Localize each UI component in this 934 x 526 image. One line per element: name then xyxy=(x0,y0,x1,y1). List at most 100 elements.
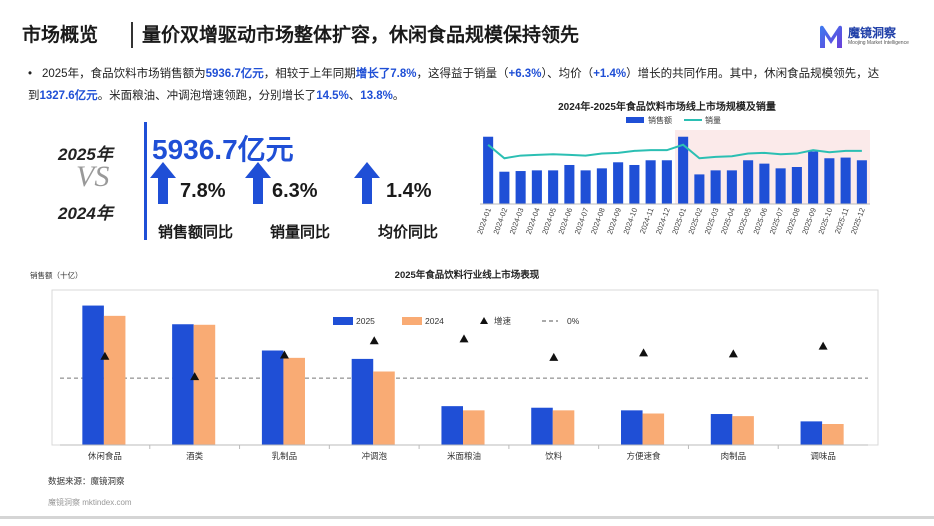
sales-bar xyxy=(661,160,672,204)
page-subtitle: 量价双增驱动市场整体扩容，休闲食品规模保持领先 xyxy=(142,25,580,46)
sales-bar xyxy=(645,160,656,204)
chart1-x-tick: 2025-08 xyxy=(784,207,802,236)
sales-bar xyxy=(531,170,542,204)
chart1-x-tick: 2025-09 xyxy=(800,207,818,236)
bar-2024 xyxy=(552,410,575,445)
footer-watermark: 魔镜洞察 mktindex.com xyxy=(48,498,132,507)
growth-marker xyxy=(190,372,200,381)
chart1-title: 2024年-2025年食品饮料市场线上市场规模及销量 xyxy=(558,100,776,113)
sales-bar xyxy=(840,157,851,204)
chart1-x-tick: 2025-02 xyxy=(686,207,704,236)
chart1-x-tick: 2024-06 xyxy=(556,207,574,236)
summary-highlight: +1.4% xyxy=(593,68,627,80)
kpi-price-label: 均价同比 xyxy=(378,224,439,241)
chart1-x-tick: 2024-07 xyxy=(573,207,591,236)
kpi-sales-label: 销售额同比 xyxy=(158,224,234,241)
up-arrow-icon xyxy=(354,162,380,204)
title-divider xyxy=(131,22,133,48)
chart2-x-tick: 休闲食品 xyxy=(88,451,122,461)
growth-marker xyxy=(100,351,110,360)
bar-2024 xyxy=(103,315,126,445)
sales-bar xyxy=(548,170,559,204)
summary-paragraph: • 2025年，食品饮料市场销售额为5936.7亿元，相较于上年同期增长了7.8%… xyxy=(28,63,888,107)
bar-2025 xyxy=(800,421,823,445)
chart1-x-tick: 2024-09 xyxy=(605,207,623,236)
summary-segment: ，相较于上年同期 xyxy=(263,68,356,80)
bar-2024 xyxy=(732,416,754,445)
kpi-accent-bar xyxy=(144,122,147,240)
kpi-sales-growth: 7.8% xyxy=(180,180,226,202)
chart1-x-tick: 2024-05 xyxy=(540,207,558,236)
bar-2025 xyxy=(710,414,733,445)
compare-year-current: 2025年 xyxy=(58,145,113,164)
growth-marker xyxy=(639,348,649,357)
summary-highlight: 5936.7亿元 xyxy=(205,68,264,80)
sales-bar xyxy=(824,158,835,204)
sales-bar xyxy=(515,171,526,204)
chart1-x-tick: 2025-10 xyxy=(816,207,834,236)
bar-2024 xyxy=(373,371,395,445)
summary-highlight: +6.3% xyxy=(508,68,542,80)
legend-sales-swatch xyxy=(626,117,644,123)
summary-segment: ，这得益于销量（ xyxy=(416,68,509,80)
chart2-x-tick: 乳制品 xyxy=(272,451,298,461)
bar-2025 xyxy=(441,406,463,445)
sales-bar xyxy=(808,151,819,204)
kpi-total-value: 5936.7亿元 xyxy=(152,134,294,165)
sales-bar xyxy=(678,136,689,204)
sales-bar xyxy=(596,168,607,204)
up-arrow-icon xyxy=(245,162,271,204)
bar-2025 xyxy=(621,410,643,445)
chart2-x-tick: 饮料 xyxy=(545,451,563,461)
bar-2025 xyxy=(172,324,194,445)
chart2-y-label: 销售额（十亿） xyxy=(30,270,83,280)
chart1-x-tick: 2024-10 xyxy=(621,207,639,236)
bullet-icon: • xyxy=(28,68,33,80)
legend-volume-label: 销量 xyxy=(705,115,721,125)
sales-bar xyxy=(564,164,575,204)
chart1-x-tick: 2025-01 xyxy=(670,207,688,236)
bar-2024 xyxy=(822,424,844,445)
chart1-x-tick: 2025-11 xyxy=(833,207,851,235)
sales-bar xyxy=(629,164,640,204)
summary-segment: 。 xyxy=(392,90,405,102)
chart2-x-tick: 米面粮油 xyxy=(447,451,481,461)
legend-growth-label: 增速 xyxy=(494,316,512,326)
summary-segment: ）增长的共同作用。其中，休闲食品规模领先，达到 xyxy=(28,68,880,102)
legend-zero-label: 0% xyxy=(567,316,580,326)
bar-2025 xyxy=(351,358,374,445)
logo-m-icon xyxy=(820,25,842,48)
sales-bar xyxy=(759,163,770,204)
chart1-x-tick: 2025-04 xyxy=(719,207,737,236)
up-arrow-icon xyxy=(150,162,176,204)
growth-marker xyxy=(728,349,738,358)
growth-marker xyxy=(818,341,828,350)
chart1-x-tick: 2025-06 xyxy=(751,207,769,236)
bar-2024 xyxy=(642,413,665,445)
sales-bar xyxy=(726,170,737,204)
sales-bar xyxy=(710,170,721,204)
legend-2024-label: 2024 xyxy=(425,316,444,326)
logo-name-en: Moojing Market Intelligence xyxy=(848,40,909,46)
bar-2024 xyxy=(283,357,305,445)
kpi-price-growth: 1.4% xyxy=(386,180,432,202)
chart2-x-tick: 肉制品 xyxy=(721,451,747,461)
legend-growth-icon xyxy=(480,317,488,324)
bar-2025 xyxy=(261,350,284,445)
bar-2025 xyxy=(531,407,553,445)
summary-segment: 。米面粮油、冲调泡增速领跑，分别增长了 xyxy=(97,90,317,102)
sales-bar xyxy=(775,168,786,204)
summary-highlight: 1327.6亿元 xyxy=(39,90,98,102)
chart1-x-tick: 2025-07 xyxy=(768,207,786,236)
summary-highlight: 14.5% xyxy=(316,90,349,102)
chart2-x-tick: 冲调泡 xyxy=(361,451,387,461)
chart1-x-tick: 2025-12 xyxy=(849,207,867,236)
bar-2025 xyxy=(82,305,104,445)
sales-bar xyxy=(856,160,867,204)
highlight-2025-area xyxy=(675,130,870,204)
legend-2025-label: 2025 xyxy=(356,316,375,326)
chart1-x-tick: 2024-11 xyxy=(638,207,656,235)
chart1-x-tick: 2024-03 xyxy=(508,207,526,236)
